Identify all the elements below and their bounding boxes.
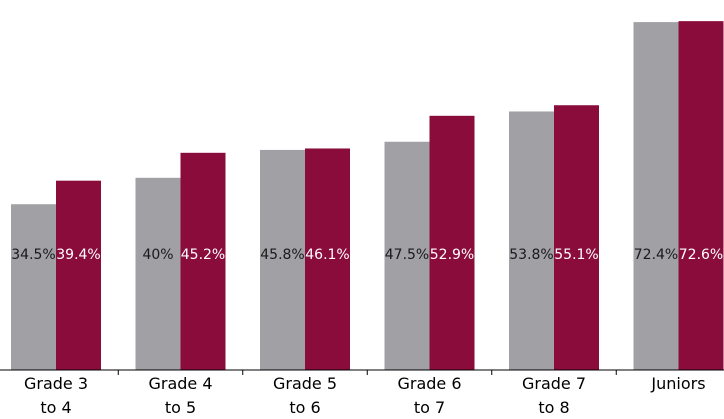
bar-series-2-cat-2 [180, 152, 226, 370]
value-label-series-2-cat-5: 55.1% [554, 247, 598, 263]
value-label-series-2-cat-1: 39.4% [56, 247, 100, 263]
value-label-series-1-cat-6: 72.4% [634, 247, 678, 263]
category-label-4: Grade 6 to 7 [397, 374, 461, 417]
bar-series-2-cat-4 [429, 115, 475, 370]
category-label-2: Grade 4 to 5 [148, 374, 212, 417]
value-label-series-2-cat-6: 72.6% [679, 247, 723, 263]
category-label-3: Grade 5 to 6 [273, 374, 337, 417]
bar-series-2-cat-5 [554, 105, 599, 370]
bar-series-1-cat-6 [633, 22, 679, 371]
value-label-series-2-cat-2: 45.2% [181, 247, 225, 263]
value-label-series-1-cat-3: 45.8% [260, 247, 304, 263]
category-label-6: Juniors [650, 374, 705, 393]
category-label-1: Grade 3 to 4 [24, 374, 88, 417]
value-label-series-1-cat-5: 53.8% [509, 247, 553, 263]
bar-series-2-cat-1 [56, 180, 101, 370]
bar-series-2-cat-3 [305, 148, 350, 370]
bar-series-1-cat-1 [11, 204, 56, 370]
bar-series-1-cat-4 [384, 141, 430, 370]
value-label-series-1-cat-2: 40% [142, 247, 173, 263]
value-label-series-1-cat-1: 34.5% [11, 247, 55, 263]
bar-series-1-cat-5 [509, 111, 554, 370]
category-label-5: Grade 7 to 8 [522, 374, 586, 417]
value-label-series-2-cat-3: 46.1% [305, 247, 349, 263]
value-label-series-1-cat-4: 47.5% [385, 247, 429, 263]
bar-series-2-cat-6 [678, 21, 724, 371]
bar-series-1-cat-3 [260, 149, 305, 370]
bar-series-1-cat-2 [135, 177, 181, 370]
value-label-series-2-cat-4: 52.9% [430, 247, 474, 263]
